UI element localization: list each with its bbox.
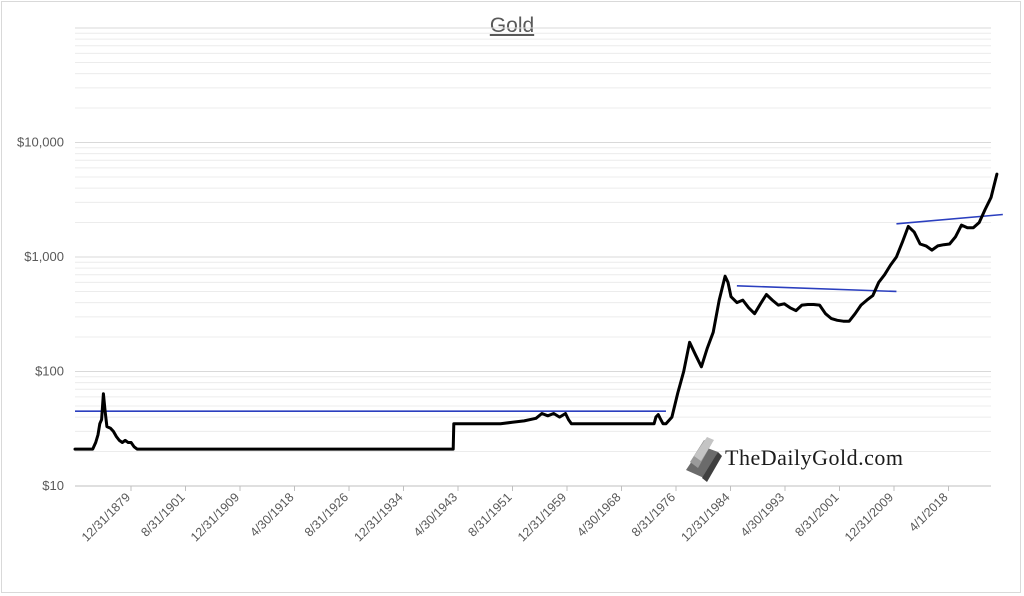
- x-tick-label: 12/31/1879: [79, 490, 133, 544]
- x-tick-label: 4/30/1943: [411, 490, 460, 539]
- x-tick-label: 8/31/2001: [792, 490, 841, 539]
- x-tick-label: 4/1/2018: [906, 490, 950, 534]
- grid-lines: [75, 27, 991, 487]
- x-tick-label: 4/30/1993: [738, 490, 787, 539]
- x-tick-label: 8/31/1901: [138, 490, 187, 539]
- y-axis-ticks: $10 $100 $1,000 $10,000: [17, 135, 64, 494]
- watermark: TheDailyGold.com: [686, 437, 903, 482]
- x-axis-tick-labels: 12/31/1879 8/31/1901 12/31/1909 4/30/1918 8/…: [79, 490, 951, 544]
- x-tick-label: 12/31/1909: [188, 490, 242, 544]
- x-tick-label: 4/30/1968: [574, 490, 623, 539]
- x-tick-label: 12/31/1934: [351, 490, 405, 544]
- chart-title: Gold: [489, 14, 535, 37]
- x-tick-label: 4/30/1918: [247, 490, 296, 539]
- y-tick-label: $10,000: [17, 135, 64, 150]
- trendlines: [75, 213, 1003, 413]
- y-tick-label: $10: [42, 478, 64, 493]
- watermark-text: TheDailyGold.com: [725, 445, 903, 470]
- x-tick-label: 12/31/2009: [842, 490, 896, 544]
- x-tick-label: 8/31/1976: [629, 490, 678, 539]
- x-axis-tick-marks: [130, 486, 949, 491]
- y-tick-label: $100: [35, 364, 64, 379]
- trendline: [736, 285, 897, 293]
- data-series: [73, 172, 999, 451]
- trendline: [896, 213, 1003, 225]
- x-tick-label: 8/31/1926: [302, 490, 351, 539]
- gold-price-line: [73, 172, 999, 451]
- x-tick-label: 12/31/1984: [678, 490, 732, 544]
- x-tick-label: 8/31/1951: [465, 490, 514, 539]
- y-tick-label: $1,000: [24, 249, 64, 264]
- x-tick-label: 12/31/1959: [515, 490, 569, 544]
- gold-bars-logo: [686, 437, 722, 482]
